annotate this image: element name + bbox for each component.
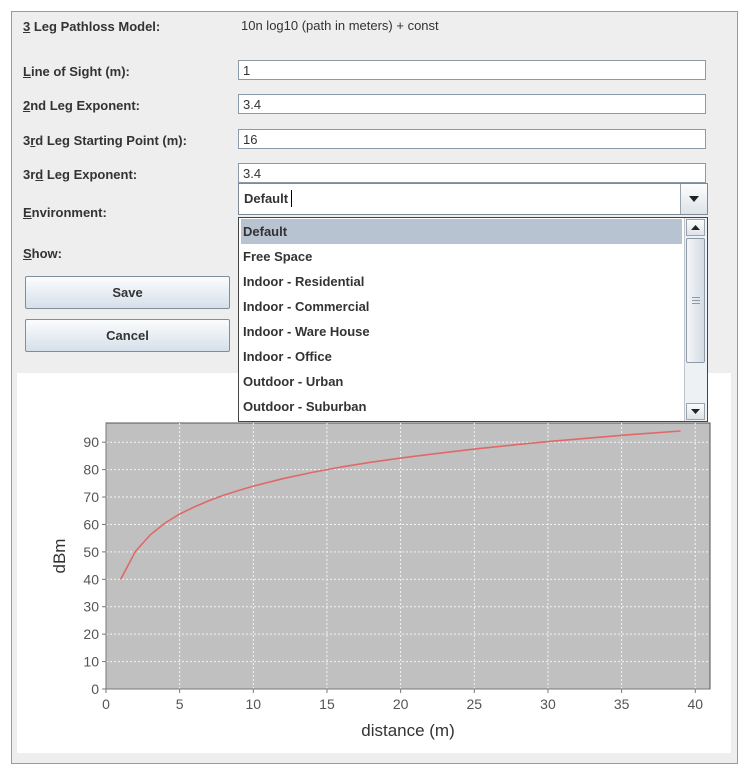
scroll-down-button[interactable] <box>686 403 705 420</box>
y-tick-label: 70 <box>83 489 99 505</box>
y-tick-label: 80 <box>83 462 99 478</box>
y-tick-label: 0 <box>91 681 99 697</box>
scrollbar-thumb[interactable] <box>686 238 705 363</box>
dropdown-item-indoor-ware-house[interactable]: Indoor - Ware House <box>243 324 370 339</box>
y-tick-label: 20 <box>83 626 99 642</box>
y-tick-label: 60 <box>83 516 99 532</box>
x-tick-label: 20 <box>393 696 409 712</box>
environment-selected-value: Default <box>244 191 289 206</box>
dropdown-scrollbar[interactable] <box>684 218 707 421</box>
cancel-button[interactable]: Cancel <box>25 319 230 352</box>
x-tick-label: 35 <box>614 696 630 712</box>
pathloss-chart-svg: 0 10 20 30 40 50 60 70 80 90 0 5 10 15 20 25 30 35 40 dista… <box>50 422 711 740</box>
pathloss-model-label: 3 Leg Pathloss Model: <box>23 19 161 34</box>
pathloss-formula-text: 10n log10 (path in meters) + const <box>241 18 439 33</box>
environment-dropdown-button[interactable] <box>680 184 707 214</box>
dropdown-item-outdoor-suburban[interactable]: Outdoor - Suburban <box>243 399 367 414</box>
dropdown-item-indoor-office[interactable]: Indoor - Office <box>243 349 332 364</box>
y-tick-label: 90 <box>83 434 99 450</box>
pathloss-series-line <box>119 430 681 580</box>
y-axis-label: dBm <box>50 539 69 574</box>
chevron-up-icon <box>691 225 700 230</box>
grip-line <box>692 300 700 301</box>
chevron-down-icon <box>691 409 700 414</box>
x-tick-label: 30 <box>540 696 556 712</box>
grip-line <box>692 297 700 298</box>
y-tick-label: 40 <box>83 571 99 587</box>
x-tick-label: 15 <box>319 696 335 712</box>
dropdown-item-free-space[interactable]: Free Space <box>243 249 313 264</box>
x-tick-label: 0 <box>102 696 110 712</box>
grip-line <box>692 303 700 304</box>
x-tick-label: 10 <box>246 696 262 712</box>
environment-dropdown-list[interactable]: Default Free Space Indoor - Residential … <box>238 217 708 422</box>
chevron-down-icon <box>689 196 699 202</box>
text-caret <box>291 190 292 207</box>
dropdown-item-indoor-residential[interactable]: Indoor - Residential <box>243 274 365 289</box>
y-tick-label: 10 <box>83 654 99 670</box>
third-leg-exponent-input[interactable]: 3.4 <box>238 163 706 183</box>
dropdown-item-indoor-commercial[interactable]: Indoor - Commercial <box>243 299 370 314</box>
environment-combobox[interactable]: Default <box>238 183 708 215</box>
y-tick-label: 30 <box>83 599 99 615</box>
show-label: Show: <box>23 246 62 261</box>
third-leg-exponent-label: 3rd Leg Exponent: <box>23 167 138 182</box>
y-tick-label: 50 <box>83 544 99 560</box>
x-tick-label: 40 <box>687 696 703 712</box>
dropdown-item-outdoor-urban[interactable]: Outdoor - Urban <box>243 374 344 389</box>
plot-area <box>105 422 711 690</box>
line-of-sight-label: Line of Sight (m): <box>23 64 130 79</box>
x-tick-label: 25 <box>467 696 483 712</box>
scroll-up-button[interactable] <box>686 219 705 236</box>
third-leg-start-label: 3rd Leg Starting Point (m): <box>23 133 187 148</box>
third-leg-start-input[interactable]: 16 <box>238 129 706 149</box>
x-tick-label: 5 <box>176 696 184 712</box>
line-of-sight-input[interactable]: 1 <box>238 60 706 80</box>
second-leg-exponent-label: 2nd Leg Exponent: <box>23 98 141 113</box>
second-leg-exponent-input[interactable]: 3.4 <box>238 94 706 114</box>
pathloss-chart: 0 10 20 30 40 50 60 70 80 90 0 5 10 15 20 25 30 35 40 dista… <box>17 373 731 753</box>
x-axis-label: distance (m) <box>361 721 455 740</box>
save-button[interactable]: Save <box>25 276 230 309</box>
environment-label: Environment: <box>23 205 107 220</box>
dropdown-item-default[interactable]: Default <box>241 219 682 244</box>
